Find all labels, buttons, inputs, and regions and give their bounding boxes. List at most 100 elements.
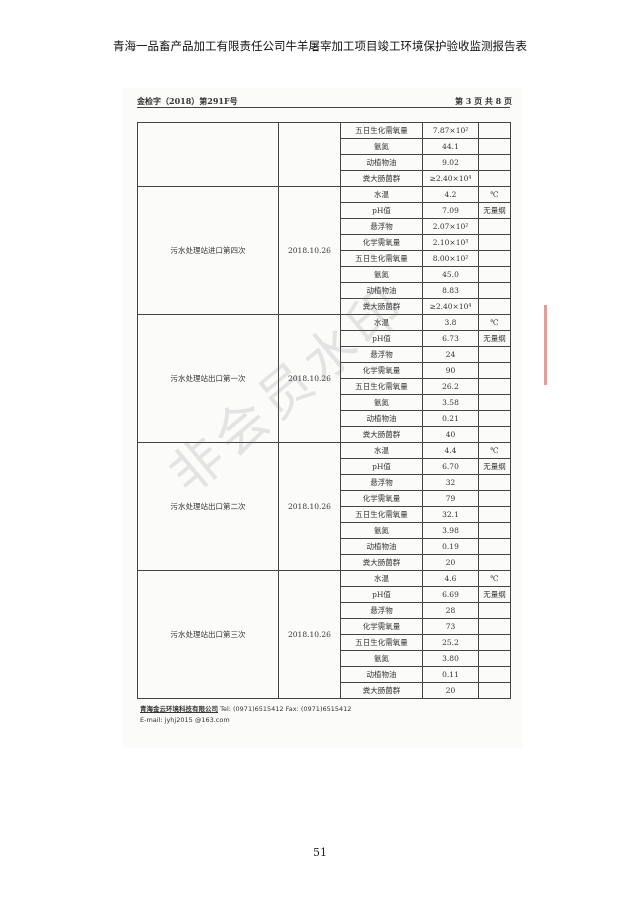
value-cell: 20 [422, 682, 479, 699]
parameter-cell: 悬浮物 [340, 474, 423, 491]
parameter-cell: 氨氮 [340, 650, 423, 667]
value-cell: 44.1 [422, 138, 479, 155]
parameter-cell: 粪大肠菌群 [340, 170, 423, 187]
page-number: 51 [313, 846, 327, 859]
location-cell: 污水处理站出口第一次 [137, 314, 279, 443]
unit-cell: ℃ [478, 314, 511, 331]
date-cell: 2018.10.26 [278, 570, 341, 699]
contact-email: E-mail: jyhj2015 @163.com [140, 716, 230, 724]
parameter-cell: 水温 [340, 570, 423, 587]
table-row: 悬浮物 32 [138, 474, 511, 491]
value-cell: ≥2.40×10⁴ [422, 298, 479, 315]
location-cell: 污水处理站出口第二次 [137, 442, 279, 571]
parameter-cell: 化学需氧量 [340, 618, 423, 635]
unit-cell [478, 666, 511, 683]
unit-cell [478, 362, 511, 379]
value-cell: 2.07×10² [422, 218, 479, 235]
unit-cell [478, 490, 511, 507]
parameter-cell: 动植物油 [340, 410, 423, 427]
table-row: 悬浮物 24 [138, 346, 511, 363]
parameter-cell: 悬浮物 [340, 602, 423, 619]
value-cell: 8.83 [422, 282, 479, 299]
unit-cell [478, 282, 511, 299]
table-row: 粪大肠菌群 20 [138, 682, 511, 699]
table-row: 化学需氧量 90 [138, 362, 511, 379]
value-cell: 90 [422, 362, 479, 379]
table-row: 氨氮 44.1 [138, 138, 511, 155]
value-cell: 9.02 [422, 154, 479, 171]
value-cell: 6.73 [422, 330, 479, 347]
table-row: 氨氮 3.58 [138, 394, 511, 411]
unit-cell [478, 618, 511, 635]
unit-cell [478, 554, 511, 571]
unit-cell [478, 506, 511, 523]
value-cell: 7.87×10² [422, 122, 479, 139]
table-row: 粪大肠菌群 20 [138, 554, 511, 571]
unit-cell [478, 234, 511, 251]
parameter-cell: 五日生化需氧量 [340, 250, 423, 267]
unit-cell [478, 138, 511, 155]
unit-cell [478, 218, 511, 235]
document-title: 青海一品畜产品加工有限责任公司牛羊屠宰加工项目竣工环境保护验收监测报告表 [113, 39, 527, 53]
unit-cell [478, 170, 511, 187]
footer: 青海金云环境科技有限公司 Tel: (0971)6515412 Fax: (09… [140, 704, 351, 726]
unit-cell [478, 154, 511, 171]
monitoring-table: 五日生化需氧量 7.87×10² 氨氮 44.1 动植物油 9.02 粪大肠菌群 ≥2.40×… [137, 122, 511, 699]
table-row: 动植物油 8.83 [138, 282, 511, 299]
parameter-cell: 氨氮 [340, 522, 423, 539]
table-row: pH值 6.70 无量纲 [138, 458, 511, 475]
unit-cell [478, 410, 511, 427]
value-cell: 8.00×10² [422, 250, 479, 267]
parameter-cell: 五日生化需氧量 [340, 634, 423, 651]
unit-cell [478, 122, 511, 139]
unit-cell: ℃ [478, 186, 511, 203]
report-number: 金检字（2018）第291F号 [137, 96, 238, 106]
value-cell: 4.2 [422, 186, 479, 203]
parameter-cell: 氨氮 [340, 394, 423, 411]
value-cell: 3.58 [422, 394, 479, 411]
table-row: 五日生化需氧量 7.87×10² [137, 122, 511, 187]
value-cell: 79 [422, 490, 479, 507]
parameter-cell: 氨氮 [340, 138, 423, 155]
location-cell [137, 122, 279, 187]
unit-cell [478, 394, 511, 411]
value-cell: 32.1 [422, 506, 479, 523]
table-row: 粪大肠菌群 40 [138, 426, 511, 443]
value-cell: 0.11 [422, 666, 479, 683]
date-cell: 2018.10.26 [278, 186, 341, 315]
value-cell: 20 [422, 554, 479, 571]
table-row: 动植物油 0.11 [138, 666, 511, 683]
value-cell: 73 [422, 618, 479, 635]
table-row: 粪大肠菌群 ≥2.40×10⁴ [138, 298, 511, 315]
unit-cell [478, 634, 511, 651]
unit-cell: 无量纲 [478, 586, 511, 603]
value-cell: 4.4 [422, 442, 479, 459]
parameter-cell: 五日生化需氧量 [340, 506, 423, 523]
parameter-cell: pH值 [340, 458, 423, 475]
parameter-cell: 粪大肠菌群 [340, 682, 423, 699]
value-cell: 24 [422, 346, 479, 363]
parameter-cell: 粪大肠菌群 [340, 554, 423, 571]
unit-cell: ℃ [478, 570, 511, 587]
parameter-cell: 五日生化需氧量 [340, 378, 423, 395]
unit-cell [478, 250, 511, 267]
parameter-cell: pH值 [340, 202, 423, 219]
value-cell: 3.98 [422, 522, 479, 539]
parameter-cell: 化学需氧量 [340, 490, 423, 507]
unit-cell [478, 522, 511, 539]
value-cell: 0.19 [422, 538, 479, 555]
value-cell: 0.21 [422, 410, 479, 427]
value-cell: 4.6 [422, 570, 479, 587]
unit-cell [478, 346, 511, 363]
table-row: 五日生化需氧量 32.1 [138, 506, 511, 523]
parameter-cell: pH值 [340, 586, 423, 603]
parameter-cell: 动植物油 [340, 666, 423, 683]
location-cell: 污水处理站进口第四次 [137, 186, 279, 315]
unit-cell [478, 298, 511, 315]
table-row: 化学需氧量 2.10×10³ [138, 234, 511, 251]
parameter-cell: 水温 [340, 442, 423, 459]
parameter-cell: 五日生化需氧量 [340, 122, 423, 139]
company-name: 青海金云环境科技有限公司 [140, 705, 218, 713]
unit-cell [478, 266, 511, 283]
